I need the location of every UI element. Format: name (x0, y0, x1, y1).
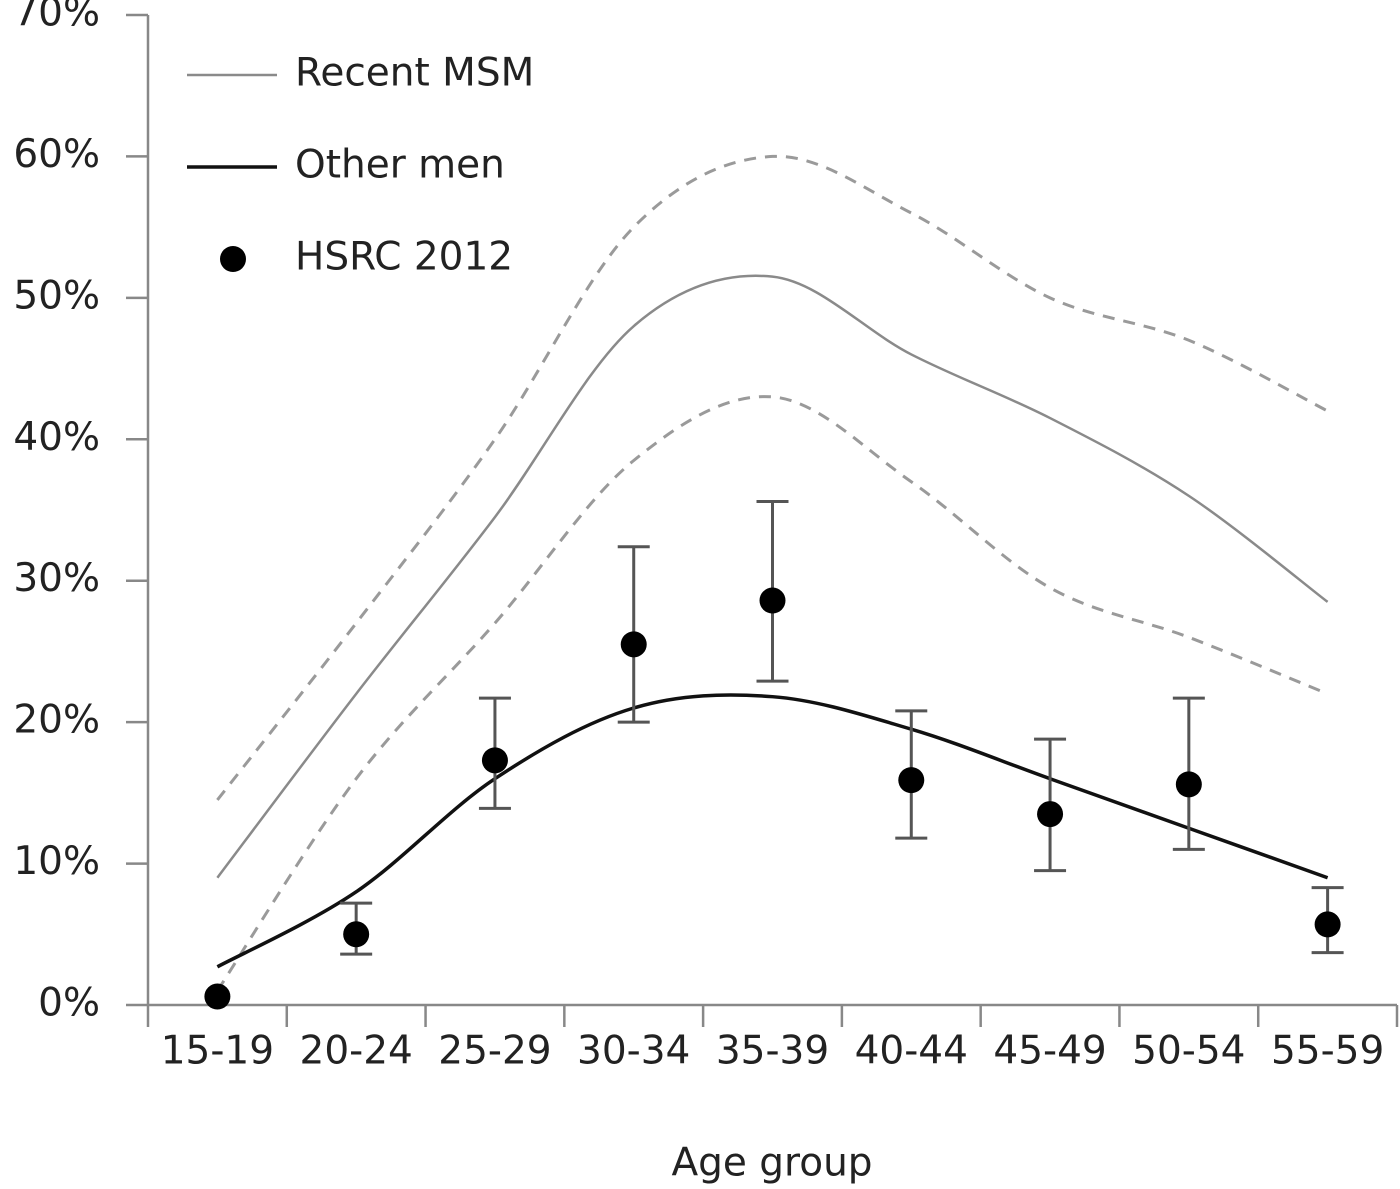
line-series (216, 395, 1329, 992)
y-tick-label: 20% (13, 698, 100, 743)
x-axis-label: Age group (671, 1141, 872, 1186)
legend-label: HSRC 2012 (295, 235, 513, 280)
line-series (216, 274, 1329, 879)
x-tick-label: 50-54 (1132, 1029, 1245, 1074)
line-series (216, 693, 1329, 969)
x-tick-label: 40-44 (855, 1029, 968, 1074)
data-point (759, 587, 786, 614)
line-series (216, 154, 1329, 801)
data-point (898, 767, 925, 794)
data-point (343, 921, 370, 948)
data-point (481, 747, 508, 774)
legend-marker (220, 246, 246, 272)
y-tick-label: 50% (13, 273, 100, 318)
y-tick-label: 40% (13, 415, 100, 460)
legend-label: Other men (295, 143, 505, 188)
x-tick-label: 15-19 (161, 1029, 274, 1074)
data-point (1314, 911, 1341, 938)
y-tick-label: 30% (13, 556, 100, 601)
y-tick-label: 70% (13, 0, 100, 36)
data-point (1037, 801, 1064, 828)
y-tick-label: 60% (13, 132, 100, 177)
x-tick-label: 25-29 (438, 1029, 551, 1074)
y-tick-label: 10% (13, 839, 100, 884)
x-tick-label: 35-39 (716, 1029, 829, 1074)
x-tick-label: 45-49 (993, 1029, 1106, 1074)
y-tick-label: 0% (38, 981, 100, 1026)
x-tick-label: 55-59 (1271, 1029, 1384, 1074)
legend-label: Recent MSM (295, 51, 534, 96)
data-point (620, 631, 647, 658)
x-tick-label: 20-24 (300, 1029, 413, 1074)
data-point (204, 983, 231, 1010)
data-point (1175, 771, 1202, 798)
x-tick-label: 30-34 (577, 1029, 690, 1074)
